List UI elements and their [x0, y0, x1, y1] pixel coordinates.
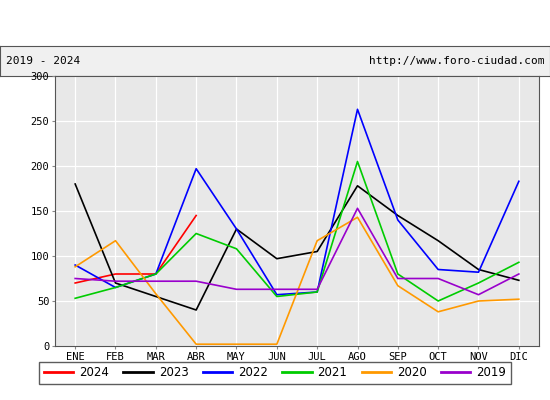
Legend: 2024, 2023, 2022, 2021, 2020, 2019: 2024, 2023, 2022, 2021, 2020, 2019 — [39, 362, 511, 384]
Text: 2019 - 2024: 2019 - 2024 — [6, 56, 80, 66]
Text: Evolucion Nº Turistas Nacionales en el municipio de Partaloa: Evolucion Nº Turistas Nacionales en el m… — [53, 16, 497, 30]
Text: http://www.foro-ciudad.com: http://www.foro-ciudad.com — [369, 56, 544, 66]
